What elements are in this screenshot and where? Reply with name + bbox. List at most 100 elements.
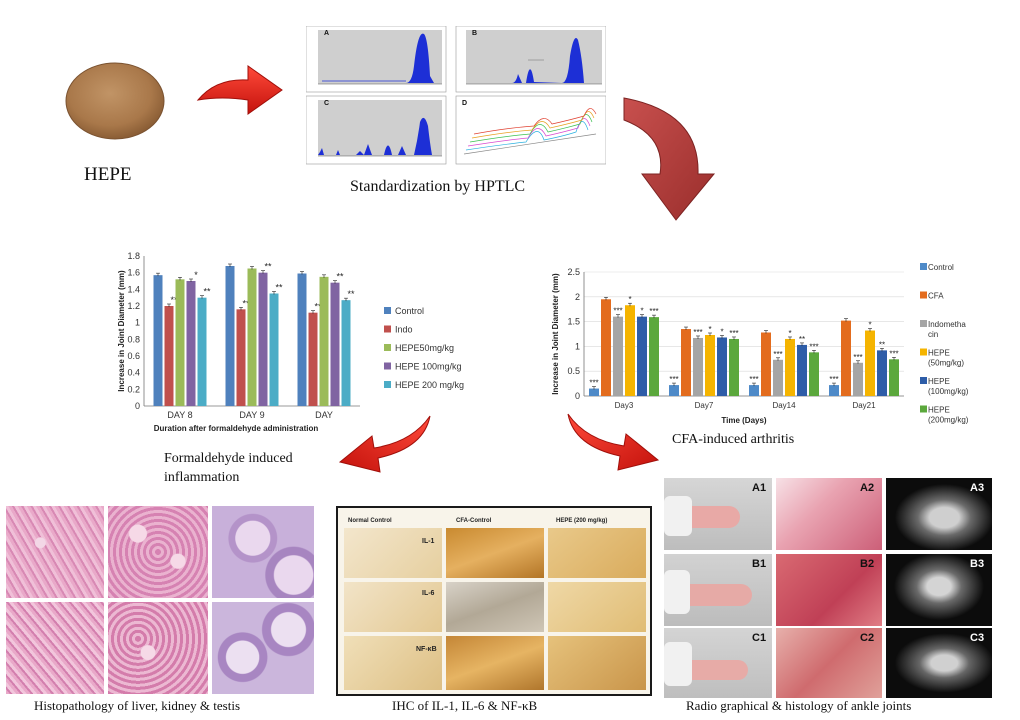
significance-mark: ** (275, 283, 283, 293)
legend-label: HEPE (100mg/kg) (928, 377, 969, 396)
x-tick-label: Day3 (615, 401, 634, 410)
bar-control (297, 273, 307, 406)
legend-line: HEPE (928, 377, 950, 386)
significance-mark: *** (669, 375, 678, 384)
significance-mark: ** (203, 287, 211, 297)
histopathology-label: Histopathology of liver, kidney & testis (34, 698, 241, 713)
legend-label: HEPE 100mg/kg (395, 362, 462, 372)
significance-mark: *** (749, 375, 758, 384)
ihc-hepe-il1 (548, 528, 646, 578)
bar-indometha-cin (773, 359, 783, 396)
significance-mark: ** (799, 335, 805, 344)
ankle-histology-b2 (776, 554, 882, 626)
bar-hepe-200-mg-kg (269, 293, 279, 406)
arrow-right-icon (196, 60, 284, 118)
bar-hepe-100mg-kg- (637, 316, 647, 396)
y-tick-label: 0.8 (127, 334, 140, 344)
formaldehyde-chart: 0 0.2 0.4 0.6 0.8 1 1.2 1.4 1.6 1.8 Increase in Jo… (116, 248, 476, 444)
legend-label: Control (928, 263, 954, 272)
bar-control (829, 385, 839, 396)
bar-indo (164, 306, 174, 406)
x-tick-label: Day7 (695, 401, 714, 410)
joint-label-b3: B3 (970, 558, 985, 570)
legend-swatch (384, 307, 391, 314)
y-tick-label: 1.4 (127, 284, 140, 294)
legend-swatch (384, 381, 391, 388)
histology-liver-1 (6, 506, 104, 598)
legend-line: (200mg/kg) (928, 416, 969, 425)
hptlc-panel-a-label: A (324, 30, 330, 37)
y-tick-label: 0.4 (127, 368, 140, 378)
significance-mark: ** (314, 302, 322, 312)
x-tick-label: Day14 (772, 401, 796, 410)
ihc-col-normal: Normal Control (348, 518, 392, 524)
formaldehyde-label: Formaldehyde induced inflammation (164, 451, 293, 485)
legend-label: HEPE 200 mg/kg (395, 380, 464, 390)
x-tick-label: DAY 9 (239, 410, 264, 420)
legend-label: Indometha cin (928, 320, 966, 339)
ankle-xray-c3 (886, 628, 992, 698)
legend-label: HEPE50mg/kg (395, 343, 454, 353)
radio-label: Radio graphical & histology of ankle joi… (686, 698, 912, 713)
x-tick-label: DAY 8 (167, 410, 192, 420)
y-tick-label: 1 (575, 341, 580, 351)
arrow-down-left-icon (338, 414, 438, 478)
legend-swatch (920, 291, 927, 299)
y-tick-label: 1.8 (127, 251, 140, 261)
legend-line: Indometha (928, 320, 966, 329)
legend-label: Indo (395, 325, 413, 335)
ankle-xray-a3 (886, 478, 992, 550)
ihc-figure: Normal Control CFA-Control HEPE (200 mg/… (336, 506, 652, 696)
y-tick-label: 2 (575, 292, 580, 302)
bar-hepe-100mg-kg- (797, 344, 807, 396)
significance-mark: *** (809, 342, 818, 351)
bar-hepe50mg-kg (175, 279, 185, 406)
y-tick-label: 1 (135, 318, 140, 328)
hepe-label: HEPE (84, 164, 132, 185)
legend-line: HEPE (928, 406, 950, 415)
bar-cfa (761, 332, 771, 396)
bar-hepe-100mg-kg (186, 281, 196, 406)
bar-control (669, 385, 679, 396)
bar-hepe-50mg-kg- (785, 338, 795, 396)
legend-label: CFA (928, 292, 944, 301)
legend-swatch (384, 325, 391, 333)
y-tick-label: 1.2 (127, 301, 140, 311)
hptlc-figure: A B C D (306, 26, 606, 166)
hptlc-panel-d-label: D (462, 100, 468, 107)
bar-hepe-100mg-kg- (717, 337, 727, 396)
significance-mark: * (640, 307, 643, 316)
ihc-label: IHC of IL-1, IL-6 & NF-κB (392, 698, 538, 713)
bar-control (749, 385, 759, 396)
bar-cfa (681, 329, 691, 396)
ihc-col-hepe: HEPE (200 mg/kg) (556, 518, 608, 524)
hepe-powder-image (64, 58, 166, 140)
ihc-cfa-il1 (446, 528, 544, 578)
legend-swatch (920, 405, 927, 413)
legend-swatch (920, 263, 927, 270)
bar-hepe-100mg-kg- (877, 350, 887, 396)
ihc-normal-nfkb (344, 636, 442, 690)
ihc-normal-il1 (344, 528, 442, 578)
significance-mark: * (788, 329, 791, 338)
legend-line: HEPE 200 mg/kg (395, 380, 464, 390)
bar-hepe50mg-kg (319, 276, 329, 406)
joint-label-c2: C2 (860, 632, 875, 644)
curved-arrow-icon (618, 92, 728, 224)
bar-hepe-50mg-kg- (705, 334, 715, 396)
significance-mark: *** (829, 375, 838, 384)
legend-line: HEPE (928, 349, 950, 358)
legend-line: Indo (395, 325, 413, 335)
bar-cfa (601, 299, 611, 396)
ihc-row-il6: IL-6 (422, 590, 435, 597)
ankle-photo-b1 (664, 554, 772, 626)
x-tick-label: DAY (315, 410, 333, 420)
y-tick-label: 2.5 (567, 267, 580, 277)
bar-hepe-100mg-kg (330, 282, 340, 406)
ankle-photo-a1 (664, 478, 772, 550)
y-axis-label: Increase in Joint Diameter (mm) (117, 270, 126, 392)
bar-cfa (841, 320, 851, 396)
histology-liver-2 (6, 602, 104, 694)
bar-control (225, 266, 235, 406)
